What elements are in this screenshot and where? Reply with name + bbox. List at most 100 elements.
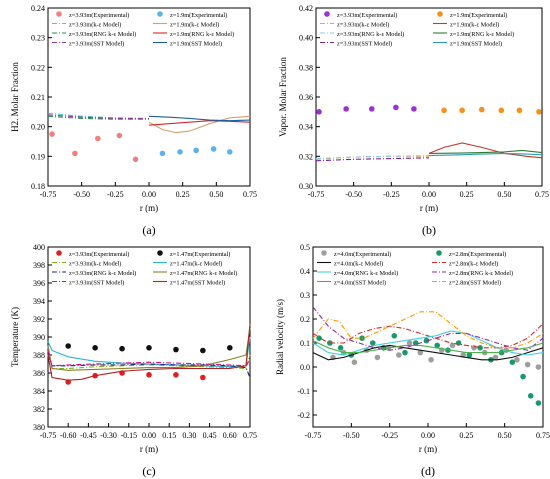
data-point (200, 374, 206, 381)
data-point (374, 354, 381, 361)
data-point (49, 131, 55, 137)
y-tick-label: 0.18 (31, 182, 45, 191)
x-tick-label: -0.50 (345, 190, 362, 199)
x-axis-label: r (m) (420, 203, 438, 213)
series-line (315, 157, 430, 162)
series-line (312, 311, 544, 349)
y-tick-label: 384 (33, 387, 45, 396)
data-point (406, 340, 413, 346)
data-point (498, 107, 505, 114)
y-tick-label: 396 (33, 279, 45, 288)
y-tick-label: 0.24 (31, 4, 45, 13)
data-point (393, 104, 399, 111)
y-tick-label: 398 (33, 261, 45, 270)
series-line (47, 345, 251, 370)
legend-label: z=1.47m(k-ε Model) (170, 261, 222, 268)
legend-label: z=1.9m(k-ε Model) (450, 22, 499, 29)
y-tick-label: 400 (33, 243, 45, 252)
data-point (455, 340, 462, 346)
series-line (315, 155, 430, 160)
series-line (312, 344, 544, 361)
y-tick-label: 0.21 (31, 93, 45, 102)
x-tick-label: 0.30 (182, 431, 196, 440)
x-tick-label: 0.00 (421, 431, 435, 440)
data-point (466, 352, 473, 358)
y-tick-label: 0.4 (300, 267, 310, 276)
legend-label: z=3.93m(k-ε Model) (69, 261, 121, 268)
data-point (132, 156, 139, 163)
chart-panel-1: -0.75 -0.50 -0.25 0.00 0.25 0.50 0.75 0.30 0.32 0… (278, 4, 549, 237)
series-line (47, 327, 251, 371)
data-point (337, 345, 344, 351)
x-tick-label: -0.75 (40, 190, 57, 199)
data-point (72, 150, 78, 157)
data-point (146, 372, 152, 378)
y-tick-label: 0.40 (299, 34, 313, 43)
series-line (312, 323, 544, 349)
data-point (173, 372, 179, 378)
data-point (478, 106, 485, 113)
y-tick-label: 0.5 (300, 243, 310, 252)
data-point (351, 359, 358, 366)
data-point (417, 349, 424, 356)
legend-label: z=1.9m(RNG k-ε Model) (450, 31, 514, 38)
legend-marker (157, 250, 163, 256)
x-tick-label: -0.50 (73, 190, 90, 199)
data-point (193, 147, 199, 154)
x-tick-label: -0.25 (107, 190, 124, 199)
y-tick-label: 0.22 (31, 63, 45, 72)
y-axis-label: Temperature (K) (10, 307, 20, 367)
series-line (148, 115, 251, 134)
y-axis-label: Vapor. Molar Fraction (278, 57, 288, 137)
data-point (227, 345, 233, 351)
y-tick-label: 0.34 (299, 123, 313, 132)
legend-label: z=3.93m(k-ε Model) (69, 22, 121, 29)
panel-label: (b) (422, 223, 436, 237)
data-point (327, 340, 333, 346)
y-tick-label: -0.2 (297, 411, 310, 420)
panel-label: (d) (421, 464, 435, 478)
data-point (173, 346, 179, 353)
legend-label: z=3.93m(RNG k-ε Model) (69, 270, 136, 277)
data-point (428, 357, 434, 363)
data-point (316, 335, 322, 342)
y-tick-label: 0.32 (299, 152, 313, 161)
series-line (47, 350, 251, 367)
y-tick-label: -0.1 (297, 387, 310, 396)
x-tick-label: 0.45 (203, 431, 217, 440)
legend-label: z=1.9m(SST Model) (450, 41, 502, 48)
data-point (516, 107, 523, 114)
x-tick-label: 0.50 (498, 431, 512, 440)
x-tick-label: 0.25 (459, 431, 473, 440)
data-point (514, 357, 520, 363)
legend-marker (436, 250, 442, 256)
legend-label: z=1.47m(Experimental) (170, 251, 230, 258)
data-point (527, 393, 534, 399)
data-point (423, 337, 430, 344)
legend-label: z=2.8m(Experimental) (449, 251, 506, 258)
series-line (312, 306, 544, 351)
x-tick-label: -0.60 (60, 431, 77, 440)
plot-frame (47, 246, 251, 428)
y-tick-label: 386 (33, 369, 45, 378)
data-point (396, 352, 402, 358)
x-tick-label: 0.75 (535, 190, 549, 199)
legend-label: z=1.9m(RNG k-ε Model) (170, 31, 234, 38)
legend-label: z=3.93m(RNG k-ε Model) (337, 31, 404, 38)
chart-panel-0: -0.75 -0.50 -0.25 0.00 0.25 0.50 0.75 0.18 0.19 0… (10, 4, 257, 237)
legend-label: z=1.47m(RNG k-ε Model) (170, 270, 237, 277)
y-tick-label: 0.30 (299, 182, 313, 191)
panel-label: (c) (142, 464, 155, 478)
y-tick-label: 394 (33, 297, 45, 306)
y-tick-label: 0.19 (31, 152, 45, 161)
data-point (227, 149, 233, 155)
data-point (210, 146, 217, 152)
y-axis-label: Radial velocity (m/s) (275, 299, 285, 375)
legend-label: z=3.93m(SST Model) (69, 280, 124, 287)
legend-label: z=2.8m(SST Model) (449, 280, 501, 287)
legend-label: z=1.9m(Experimental) (450, 12, 507, 19)
y-tick-label: 388 (33, 351, 45, 360)
legend-marker (324, 11, 330, 17)
data-point (343, 106, 349, 112)
